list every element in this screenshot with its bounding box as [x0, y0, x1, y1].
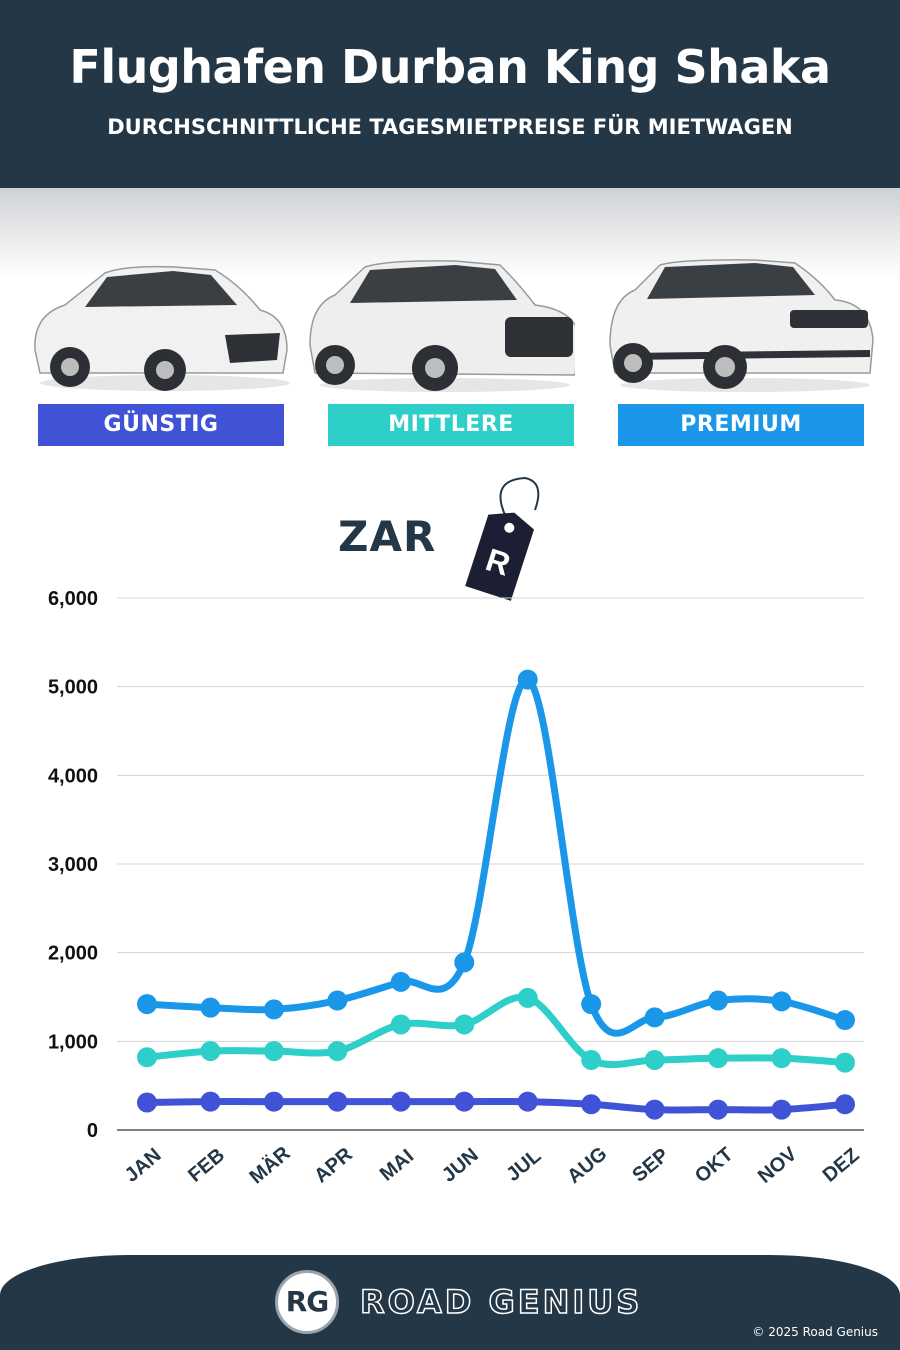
data-point-series-2 — [708, 990, 729, 1011]
x-tick-label: SEP — [628, 1144, 673, 1187]
footer — [0, 1255, 900, 1350]
data-point-series-1 — [390, 1014, 411, 1035]
data-point-series-2 — [263, 999, 284, 1020]
x-tick-label: AUG — [563, 1143, 611, 1188]
data-point-series-0 — [644, 1099, 665, 1120]
y-tick-label: 3,000 — [48, 854, 98, 876]
y-tick-label: 2,000 — [48, 943, 98, 965]
data-point-series-0 — [517, 1091, 538, 1112]
y-tick-label: 4,000 — [48, 765, 98, 787]
data-point-series-2 — [581, 994, 602, 1015]
data-point-series-1 — [263, 1041, 284, 1062]
data-point-series-0 — [835, 1094, 855, 1115]
data-point-series-1 — [771, 1048, 792, 1069]
y-tick-label: 0 — [87, 1120, 98, 1142]
data-point-series-0 — [454, 1091, 475, 1112]
category-economy: GÜNSTIG — [38, 404, 284, 446]
x-tick-label: OKT — [691, 1143, 737, 1187]
x-tick-label: NOV — [754, 1143, 802, 1188]
y-tick-label: 1,000 — [48, 1031, 98, 1053]
data-point-series-0 — [263, 1091, 284, 1112]
data-point-series-2 — [137, 994, 157, 1015]
currency-label: ZAR — [338, 512, 437, 561]
road-genius-logo: RG — [275, 1270, 339, 1334]
category-midsize: MITTLERE — [328, 404, 574, 446]
data-point-series-0 — [390, 1091, 411, 1112]
x-tick-label: DEZ — [819, 1144, 864, 1187]
y-tick-label: 5,000 — [48, 677, 98, 699]
price-line-chart: 0 1,000 2,000 3,000 4,000 5,000 6,000 JAN FEB MÄR… — [48, 588, 864, 1188]
brand-name: ROAD GENIUS — [359, 1282, 643, 1322]
midsize-suv-image — [309, 260, 575, 392]
x-tick-label: APR — [310, 1143, 357, 1187]
data-point-series-0 — [581, 1094, 602, 1115]
page-title: Flughafen Durban King Shaka — [69, 40, 831, 94]
x-tick-label: FEB — [184, 1144, 229, 1187]
x-tick-label: JAN — [121, 1144, 166, 1187]
data-point-series-2 — [644, 1007, 665, 1028]
data-point-series-2 — [454, 952, 475, 973]
data-point-series-2 — [835, 1010, 855, 1031]
price-tag-icon: R — [465, 476, 540, 601]
data-point-series-0 — [137, 1092, 157, 1113]
x-tick-label: MAI — [376, 1145, 418, 1185]
data-point-series-0 — [771, 1099, 792, 1120]
premium-suv-image — [609, 259, 874, 392]
data-point-series-1 — [454, 1014, 475, 1035]
data-point-series-0 — [708, 1099, 729, 1120]
page-subtitle: DURCHSCHNITTLICHE TAGESMIETPREISE FÜR MI… — [107, 115, 793, 139]
data-point-series-2 — [200, 997, 221, 1018]
data-point-series-1 — [137, 1047, 157, 1068]
data-point-series-0 — [327, 1091, 348, 1112]
series-line-0 — [143, 1097, 849, 1114]
category-premium: PREMIUM — [618, 404, 864, 446]
data-point-series-1 — [644, 1049, 665, 1070]
x-tick-label: JUL — [502, 1145, 545, 1186]
y-tick-label: 6,000 — [48, 588, 98, 610]
data-point-series-2 — [327, 990, 348, 1011]
header-banner: Flughafen Durban King Shaka DURCHSCHNITT… — [0, 0, 900, 188]
data-point-series-1 — [200, 1041, 221, 1062]
data-point-series-1 — [517, 987, 538, 1008]
data-point-series-2 — [390, 971, 411, 992]
copyright-text: © 2025 Road Genius — [752, 1325, 878, 1339]
data-point-series-1 — [581, 1049, 602, 1070]
x-tick-label: MÄR — [245, 1141, 295, 1188]
series-line-2 — [143, 676, 849, 1037]
data-point-series-2 — [517, 669, 538, 690]
data-point-series-0 — [200, 1091, 221, 1112]
data-point-series-1 — [327, 1041, 348, 1062]
data-point-series-1 — [835, 1052, 855, 1073]
economy-car-image — [34, 265, 290, 391]
data-point-series-1 — [708, 1048, 729, 1069]
x-tick-label: JUN — [438, 1144, 483, 1187]
data-point-series-2 — [771, 991, 792, 1012]
